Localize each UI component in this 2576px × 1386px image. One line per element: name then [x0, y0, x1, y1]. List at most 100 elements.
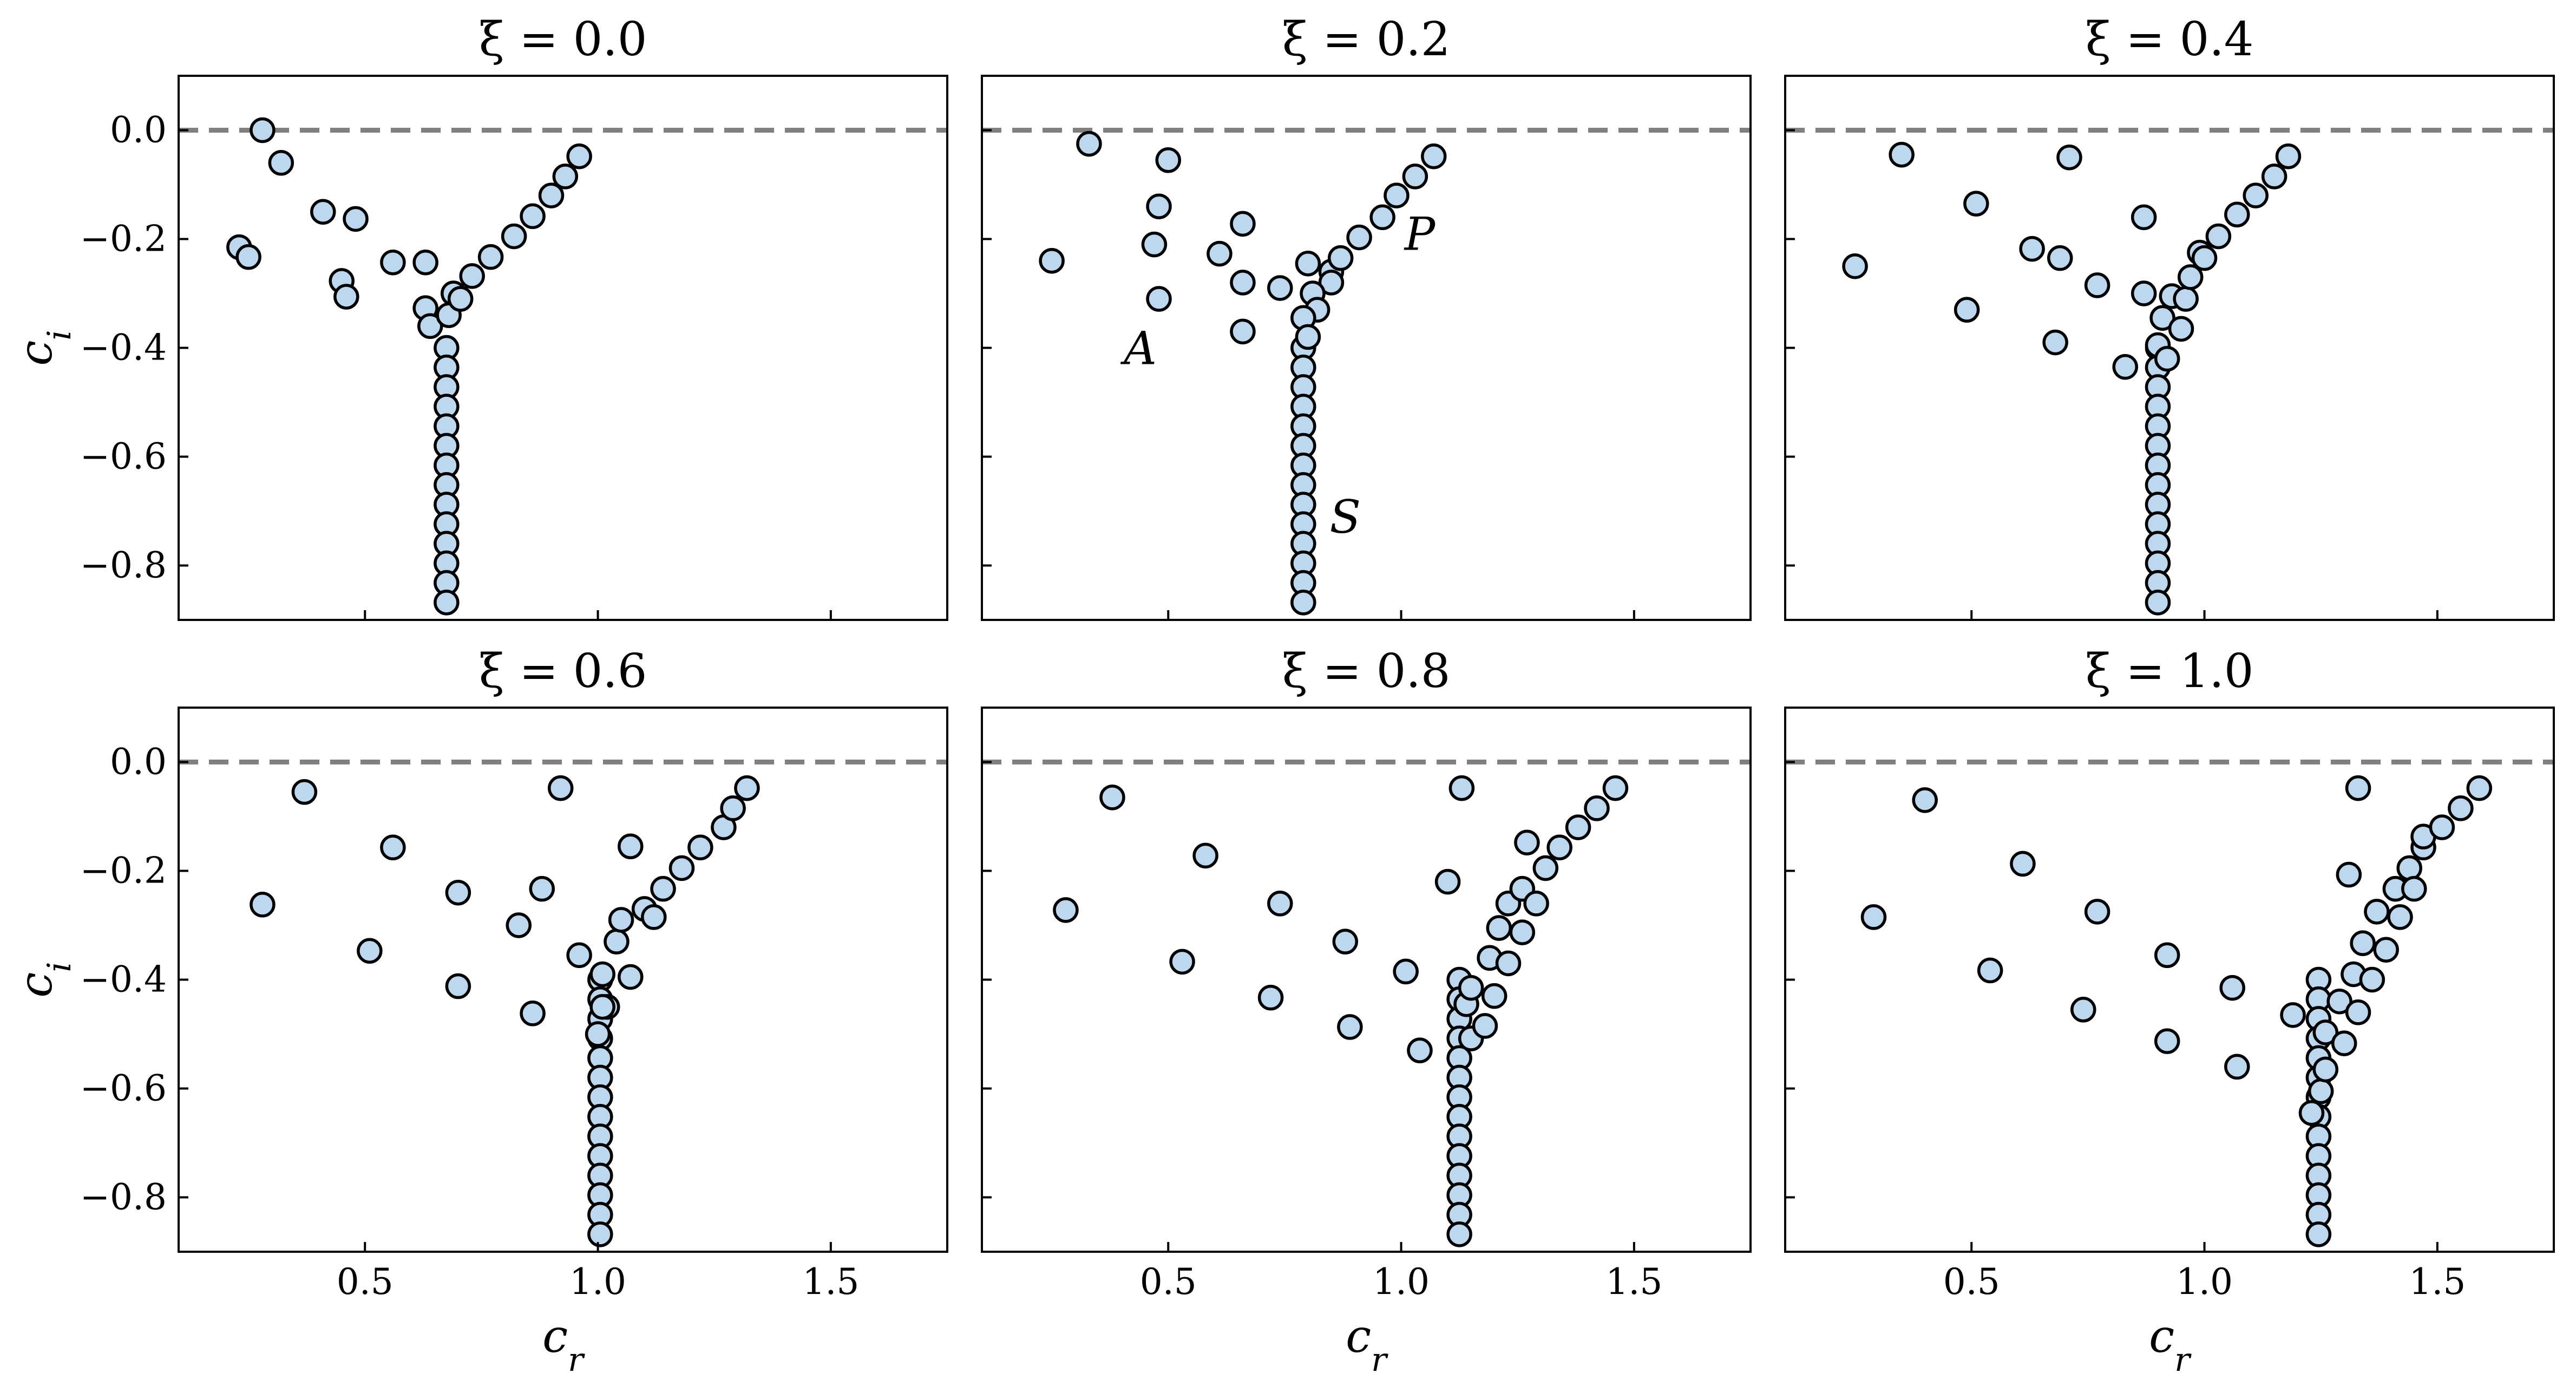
- data-point: [2336, 861, 2362, 888]
- data-point: [2373, 937, 2399, 963]
- data-point: [1295, 250, 1321, 277]
- data-point: [2305, 1221, 2332, 1247]
- data-point: [1384, 182, 1410, 208]
- data-point: [1584, 795, 1610, 821]
- data-point: [2191, 245, 2218, 271]
- data-point: [1402, 164, 1428, 189]
- data-point: [2350, 930, 2376, 956]
- data-point: [1495, 950, 1522, 977]
- data-point: [2429, 814, 2455, 840]
- data-point: [1099, 784, 1125, 810]
- axes-frame: [178, 75, 948, 621]
- plot-area: [1785, 760, 2554, 1247]
- data-point: [434, 590, 460, 616]
- data-point: [1434, 868, 1461, 895]
- data-point: [357, 938, 383, 964]
- data-point: [2243, 182, 2269, 208]
- y-tick-label: −0.4: [80, 959, 167, 1001]
- y-axis-label: ci: [9, 330, 78, 365]
- data-point: [2173, 286, 2199, 312]
- data-point: [2364, 899, 2390, 925]
- panel-0: ξ = 0.0 0.0 −0.2 −0.4 −0.6 −0.8 ci: [9, 12, 948, 621]
- data-point: [2131, 280, 2157, 306]
- panel-title: ξ = 0.8: [1282, 644, 1451, 698]
- data-point: [1912, 787, 1938, 813]
- data-point: [1448, 775, 1475, 801]
- data-point: [2042, 329, 2068, 356]
- data-point: [2154, 1028, 2180, 1054]
- data-point: [1207, 240, 1233, 267]
- data-point: [235, 244, 261, 270]
- panel-1: ξ = 0.2 P A S: [981, 12, 1752, 621]
- data-point: [1486, 915, 1512, 941]
- x-axis-label: cr: [1346, 1310, 1388, 1379]
- data-point: [447, 286, 474, 312]
- panel-title: ξ = 0.2: [1282, 12, 1451, 67]
- data-point: [547, 775, 574, 801]
- x-tick-label: 1.0: [1373, 1261, 1430, 1303]
- data-point: [268, 150, 294, 176]
- y-tick-label: −0.8: [80, 1176, 167, 1218]
- data-point: [2396, 855, 2422, 881]
- data-point: [2145, 590, 2171, 616]
- data-point: [445, 973, 471, 999]
- data-point: [2205, 223, 2232, 250]
- data-point: [2275, 143, 2302, 169]
- data-point: [2177, 264, 2204, 290]
- data-point: [520, 203, 546, 230]
- data-point: [1053, 897, 1079, 923]
- data-point: [2047, 245, 2073, 271]
- x-tick-label: 1.0: [2176, 1261, 2233, 1303]
- data-point: [1446, 1221, 1472, 1247]
- data-point: [618, 964, 644, 990]
- data-point: [1169, 949, 1195, 975]
- data-point: [1230, 211, 1256, 237]
- data-point: [1602, 775, 1629, 801]
- x-tick-label: 0.5: [337, 1261, 394, 1303]
- data-point: [310, 199, 336, 225]
- data-point: [1407, 1037, 1433, 1063]
- y-tick-label: −0.4: [80, 327, 167, 369]
- panel-2: ξ = 0.4: [1784, 12, 2555, 621]
- data-point: [1295, 324, 1321, 350]
- plot-area: [1785, 128, 2554, 616]
- data-point: [2359, 966, 2385, 993]
- data-point: [1546, 834, 1572, 861]
- data-point: [2154, 345, 2180, 372]
- data-point: [506, 912, 532, 938]
- data-point: [720, 795, 746, 821]
- data-point: [2112, 354, 2138, 380]
- panel-title: ξ = 0.4: [2086, 12, 2254, 67]
- data-point: [566, 143, 592, 169]
- data-point: [1230, 318, 1256, 345]
- data-point: [1954, 297, 1980, 323]
- x-axis-label: cr: [542, 1310, 585, 1379]
- data-point: [2261, 164, 2287, 189]
- data-point: [1327, 245, 1354, 271]
- data-point: [1192, 842, 1218, 869]
- data-point: [343, 206, 369, 232]
- axes-frame: [981, 707, 1752, 1253]
- data-point: [501, 223, 527, 250]
- data-point: [552, 164, 579, 189]
- data-point: [1039, 247, 1065, 274]
- data-point: [1257, 984, 1284, 1011]
- data-point: [2308, 1078, 2334, 1104]
- x-tick-label: 0.5: [1943, 1261, 2000, 1303]
- data-point: [1514, 829, 1540, 855]
- data-point: [1860, 904, 1887, 930]
- data-point: [2312, 1019, 2339, 1045]
- data-point: [2131, 204, 2157, 231]
- data-point: [2448, 795, 2474, 821]
- x-tick-label: 1.5: [1605, 1261, 1662, 1303]
- plot-area: [982, 760, 1751, 1247]
- data-point: [1267, 275, 1293, 301]
- data-point: [459, 263, 485, 289]
- data-point: [2056, 145, 2082, 171]
- data-point: [587, 1221, 613, 1247]
- data-point: [1155, 147, 1181, 173]
- data-point: [734, 775, 760, 801]
- data-point: [2326, 988, 2352, 1015]
- data-point: [1458, 975, 1484, 1001]
